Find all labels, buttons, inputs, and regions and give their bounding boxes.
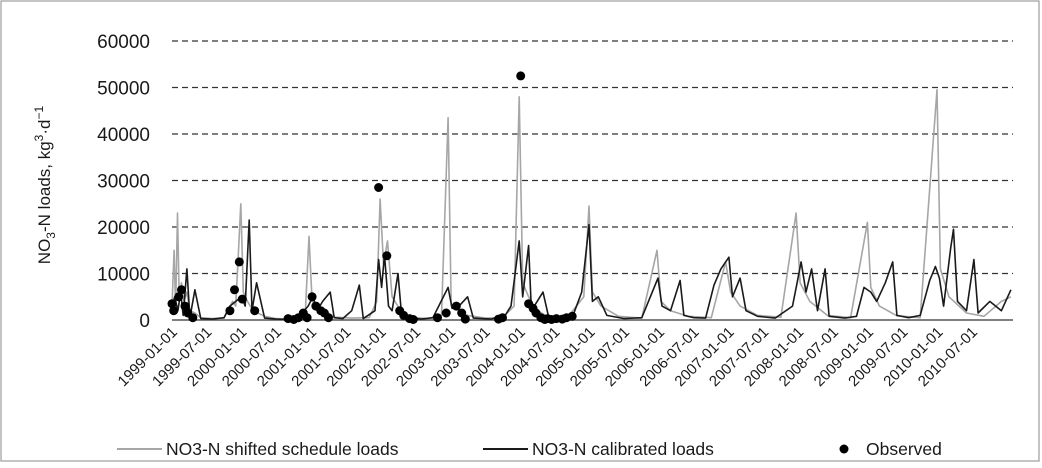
- y-tick-label: 60000: [97, 32, 150, 53]
- observed-point: [180, 301, 190, 311]
- y-tick-label: 30000: [97, 172, 150, 193]
- ylabel-sup2: −1: [32, 105, 46, 119]
- observed-point: [169, 306, 179, 316]
- observed-point: [237, 294, 247, 304]
- grid-lines: [172, 40, 1013, 321]
- observed-point: [516, 71, 526, 81]
- ylabel-sup1: 3: [32, 134, 46, 141]
- ylabel-dot: ·d: [35, 119, 54, 134]
- observed-point: [307, 292, 317, 302]
- legend-label-calibrated: NO3-N calibrated loads: [532, 439, 714, 459]
- ylabel-sub: 3: [44, 232, 58, 239]
- observed-point: [441, 308, 451, 318]
- observed-point: [177, 285, 186, 295]
- observed-point: [451, 301, 461, 311]
- series-observed: [167, 71, 577, 324]
- observed-point: [230, 285, 239, 295]
- observed-point: [433, 313, 442, 323]
- y-axis-label: NO3-N loads, kg3·d−1: [32, 105, 58, 264]
- series-calibrated: [171, 219, 1012, 321]
- legend-label-observed: Observed: [866, 439, 942, 459]
- legend-label-shifted: NO3-N shifted schedule loads: [166, 439, 399, 459]
- observed-point: [174, 292, 184, 302]
- ylabel-pre: NO: [35, 239, 54, 265]
- observed-point: [234, 257, 244, 267]
- y-tick-labels: 0 10000 20000 30000 40000 50000 60000: [97, 32, 150, 332]
- observed-point: [250, 306, 260, 316]
- legend-swatch-observed: [839, 444, 849, 454]
- observed-point: [225, 306, 235, 316]
- observed-point: [567, 311, 577, 321]
- observed-point: [382, 251, 392, 261]
- ylabel-mid: -N loads, kg: [35, 141, 54, 232]
- y-tick-label: 0: [139, 311, 150, 332]
- y-tick-label: 10000: [97, 265, 150, 286]
- y-tick-label: 50000: [97, 79, 150, 100]
- series-line-calibrated: [171, 219, 1012, 321]
- observed-point: [460, 314, 470, 324]
- observed-point: [188, 313, 198, 323]
- y-tick-label: 40000: [97, 125, 150, 146]
- observed-point: [324, 313, 333, 323]
- y-tick-label: 20000: [97, 218, 150, 239]
- observed-point: [167, 299, 177, 309]
- observed-point: [408, 315, 418, 324]
- observed-point: [302, 313, 312, 323]
- legend: NO3-N shifted schedule loads NO3-N calib…: [117, 439, 942, 459]
- observed-point: [374, 183, 384, 192]
- observed-point: [498, 313, 507, 323]
